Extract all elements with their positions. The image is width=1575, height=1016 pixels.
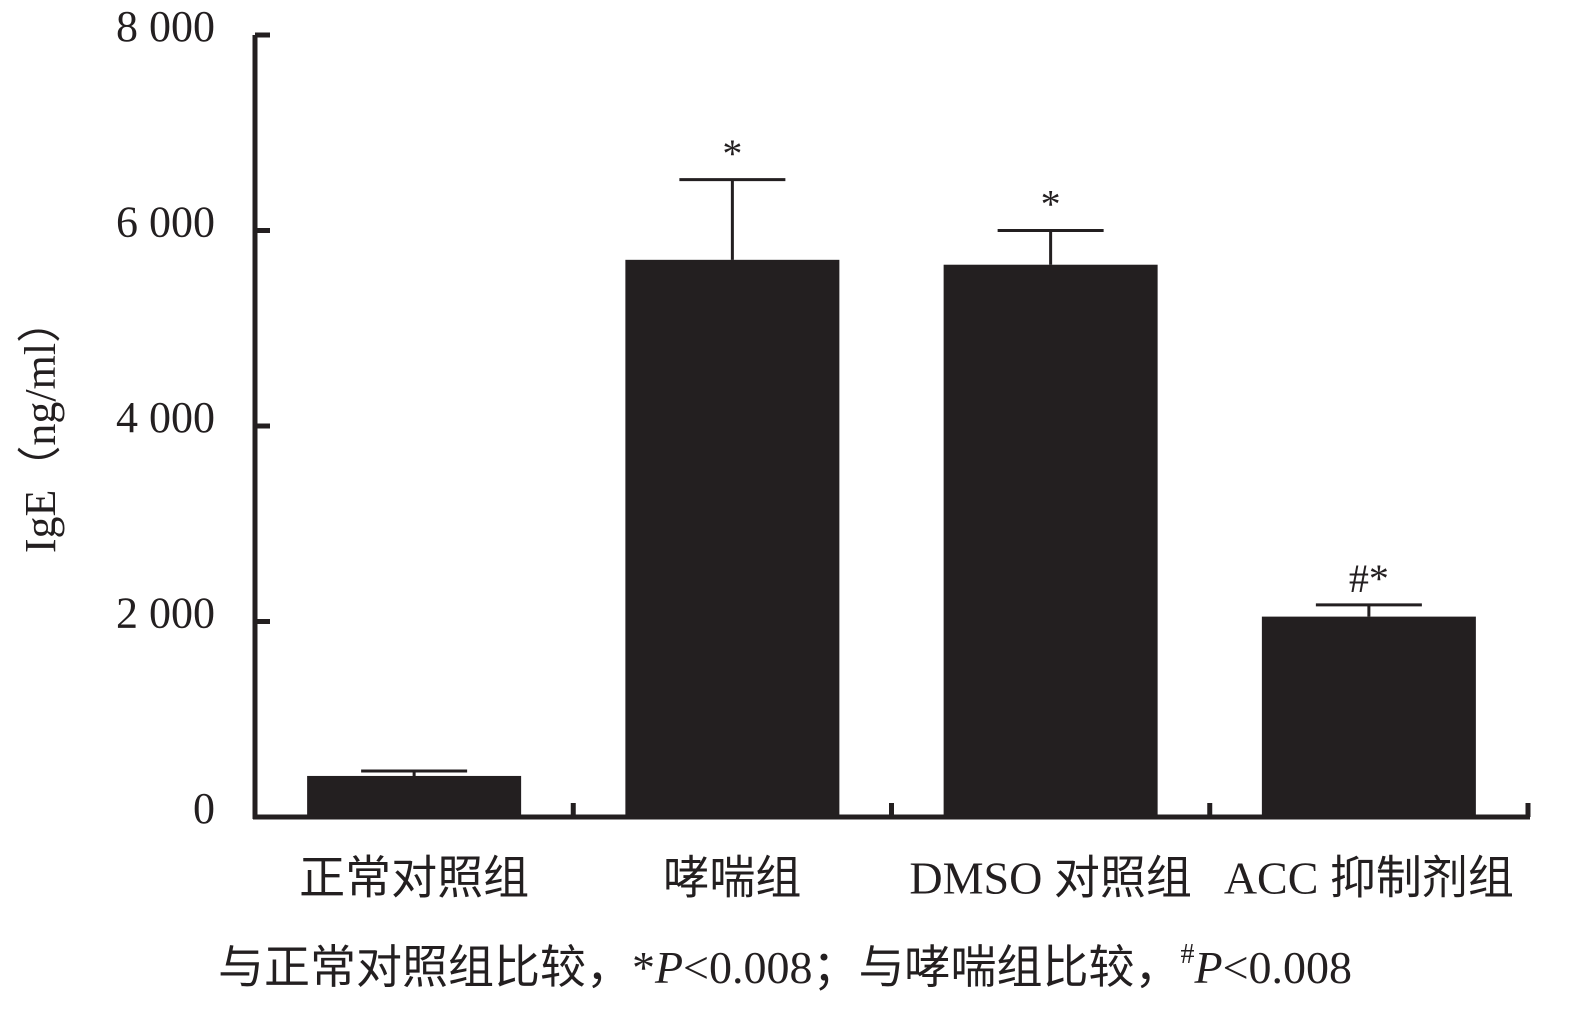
bar bbox=[943, 264, 1158, 817]
x-tick-label: 哮喘组 bbox=[663, 853, 801, 904]
footnote-part: <0.008 bbox=[1223, 942, 1352, 993]
significance-mark: * bbox=[722, 131, 742, 176]
footnote-part: * bbox=[632, 942, 655, 993]
error-bar bbox=[997, 229, 1104, 265]
bar bbox=[1261, 616, 1476, 817]
y-axis-label: IgE（ng/ml） bbox=[16, 299, 65, 553]
y-tick-label: 6 000 bbox=[116, 198, 215, 247]
bar bbox=[625, 259, 840, 817]
footnote-part: P bbox=[1194, 942, 1223, 993]
footnote-part: P bbox=[654, 942, 683, 993]
y-tick-label: 8 000 bbox=[116, 2, 215, 51]
y-tick-label: 2 000 bbox=[116, 589, 215, 638]
x-tick-label: 正常对照组 bbox=[299, 853, 529, 904]
footnote: 与正常对照组比较，*P<0.008；与哮喘组比较，#P<0.008 bbox=[218, 939, 1352, 993]
significance-mark: * bbox=[1041, 182, 1061, 227]
bar bbox=[307, 775, 522, 817]
x-tick-label: DMSO 对照组 bbox=[909, 853, 1191, 904]
error-bar bbox=[679, 178, 786, 260]
significance-mark: #* bbox=[1349, 556, 1389, 601]
footnote-part: <0.008；与哮喘组比较， bbox=[683, 942, 1180, 993]
error-bar bbox=[361, 769, 468, 776]
footnote-part: 与正常对照组比较， bbox=[218, 942, 632, 993]
y-tick-label: 4 000 bbox=[116, 393, 215, 442]
y-tick-label: 0 bbox=[193, 784, 215, 833]
footnote-part: # bbox=[1181, 939, 1195, 970]
error-bar bbox=[1315, 603, 1422, 617]
x-tick-label: ACC 抑制剂组 bbox=[1224, 853, 1514, 904]
